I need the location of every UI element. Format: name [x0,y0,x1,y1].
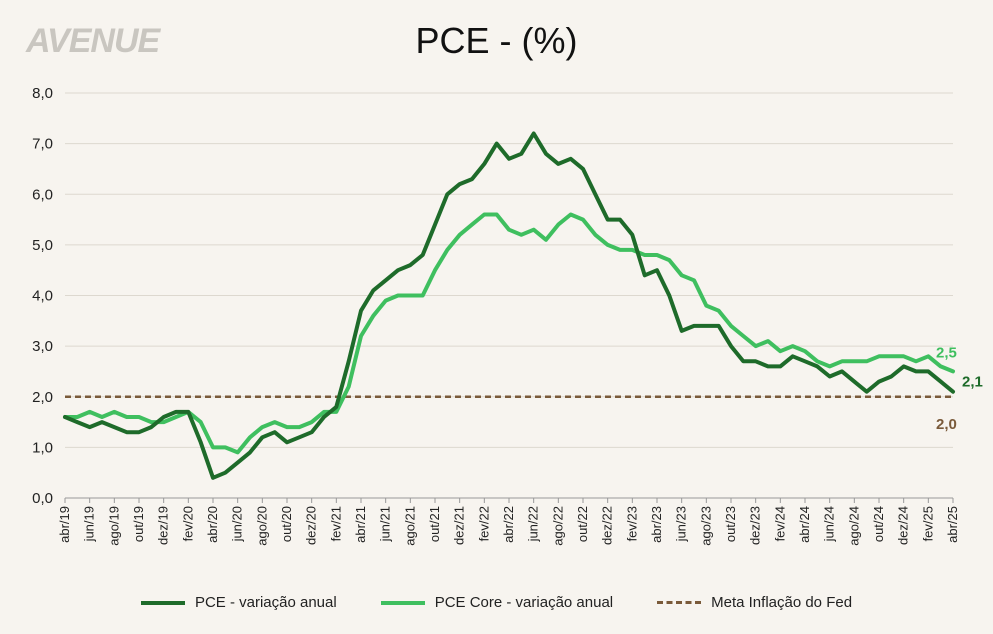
x-tick-label: abr/23 [649,506,664,543]
x-tick-label: abr/22 [501,506,516,543]
x-tick-label: abr/21 [353,506,368,543]
y-tick-label: 6,0 [32,186,53,203]
y-tick-label: 5,0 [32,237,53,254]
series-line-pce-core [63,212,955,455]
x-tick-label: fev/21 [328,506,343,541]
x-tick-label: ago/22 [550,506,565,546]
x-tick-label: out/23 [723,506,738,542]
legend-swatch-pce [140,600,185,605]
x-tick-label: ago/20 [254,506,269,546]
end-label-pce-core: 2,5 [936,344,957,361]
x-tick-label: abr/20 [205,506,220,543]
x-tick-label: dez/23 [748,506,763,545]
legend-item-pce: PCE - variação anual [140,594,337,611]
x-tick-label: ago/23 [698,506,713,546]
x-tick-label: dez/22 [600,506,615,545]
legend-item-fed-target: Meta Inflação do Fed [657,594,852,611]
y-tick-label: 3,0 [32,338,53,355]
chart-title: PCE - (%) [415,20,578,61]
x-tick-label: fev/22 [476,506,491,541]
avenue-logo: AVENUE [26,22,160,60]
legend: PCE - variação anual PCE Core - variação… [0,594,993,611]
y-tick-label: 0,0 [32,490,53,507]
legend-swatch-pce-core [380,600,425,605]
x-tick-label: abr/24 [797,506,812,543]
y-tick-label: 2,0 [32,389,53,406]
x-tick-label: jun/23 [674,506,689,542]
x-tick-label: dez/24 [896,506,911,545]
x-tick-label: jun/19 [82,506,97,542]
x-tick-label: abr/19 [57,506,72,543]
x-tick-label: ago/21 [402,506,417,546]
x-tick-label: jun/22 [526,506,541,542]
x-tick-label: fev/23 [624,506,639,541]
x-tick-label: jun/20 [230,506,245,542]
legend-label-pce: PCE - variação anual [194,594,337,611]
y-tick-label: 7,0 [32,136,53,153]
legend-swatch-fed-target [657,601,702,604]
legend-label-fed-target: Meta Inflação do Fed [711,594,853,611]
x-tick-label: dez/20 [304,506,319,545]
y-tick-label: 8,0 [32,85,53,102]
legend-item-pce-core: PCE Core - variação anual [380,594,614,611]
x-tick-label: out/24 [871,506,886,542]
x-tick-label: out/20 [279,506,294,542]
end-label-fed-target: 2,0 [936,416,957,433]
y-tick-label: 4,0 [32,288,53,305]
x-tick-label: abr/25 [945,506,960,543]
x-tick-label: dez/19 [156,506,171,545]
x-tick-label: ago/19 [106,506,121,546]
y-tick-label: 1,0 [32,439,53,456]
x-tick-label: fev/20 [180,506,195,541]
legend-label-pce-core: PCE Core - variação anual [434,594,614,611]
x-tick-label: out/22 [575,506,590,542]
x-tick-label: dez/21 [452,506,467,545]
x-tick-label: jun/24 [822,506,837,542]
series-line-pce [63,131,955,480]
x-tick-label: out/19 [131,506,146,542]
x-tick-label: jun/21 [378,506,393,542]
x-tick-label: out/21 [427,506,442,542]
x-tick-label: fev/24 [772,506,787,541]
x-tick-label: fev/25 [920,506,935,541]
end-label-pce: 2,1 [962,374,983,391]
x-tick-label: ago/24 [846,506,861,546]
